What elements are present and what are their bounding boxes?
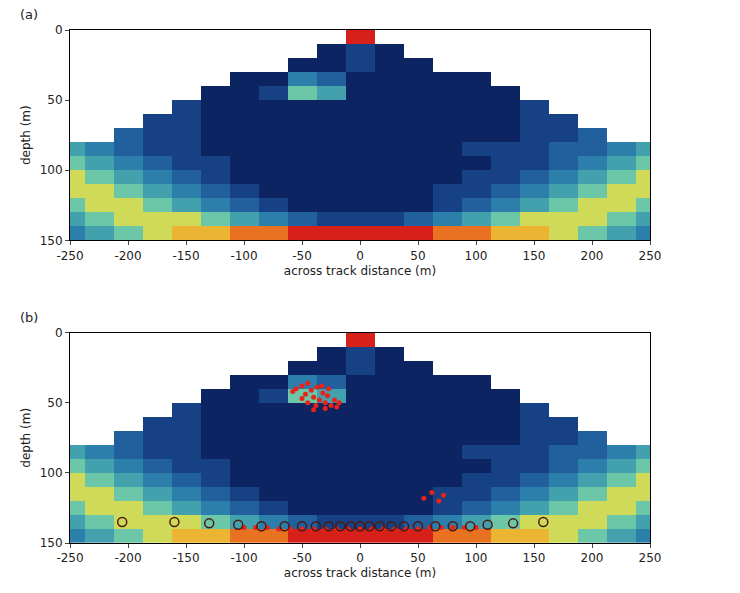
svg-text:-100: -100 [230,249,257,263]
svg-text:100: 100 [465,249,488,263]
svg-text:0: 0 [55,23,63,37]
svg-text:50: 50 [410,551,425,565]
svg-text:-200: -200 [114,249,141,263]
svg-text:150: 150 [523,249,546,263]
svg-text:150: 150 [40,234,63,248]
svg-text:200: 200 [581,551,604,565]
svg-text:0: 0 [55,326,63,340]
svg-text:150: 150 [40,536,63,550]
svg-text:-50: -50 [292,249,312,263]
svg-text:-250: -250 [56,551,83,565]
svg-text:depth (m): depth (m) [19,105,33,165]
svg-text:-250: -250 [56,249,83,263]
svg-text:50: 50 [47,93,62,107]
svg-text:-150: -150 [172,249,199,263]
svg-text:across track distance (m): across track distance (m) [284,566,436,580]
svg-text:50: 50 [410,249,425,263]
svg-text:-150: -150 [172,551,199,565]
svg-text:200: 200 [581,249,604,263]
svg-text:depth (m): depth (m) [19,408,33,468]
svg-text:0: 0 [356,249,364,263]
svg-text:(a): (a) [20,7,38,22]
svg-text:-200: -200 [114,551,141,565]
svg-text:250: 250 [639,551,662,565]
svg-text:(b): (b) [20,310,38,325]
svg-text:across track distance (m): across track distance (m) [284,264,436,278]
svg-text:50: 50 [47,396,62,410]
svg-text:100: 100 [40,466,63,480]
svg-text:0: 0 [356,551,364,565]
svg-text:250: 250 [639,249,662,263]
svg-text:-100: -100 [230,551,257,565]
svg-text:100: 100 [40,163,63,177]
svg-text:100: 100 [465,551,488,565]
svg-text:-50: -50 [292,551,312,565]
svg-text:150: 150 [523,551,546,565]
